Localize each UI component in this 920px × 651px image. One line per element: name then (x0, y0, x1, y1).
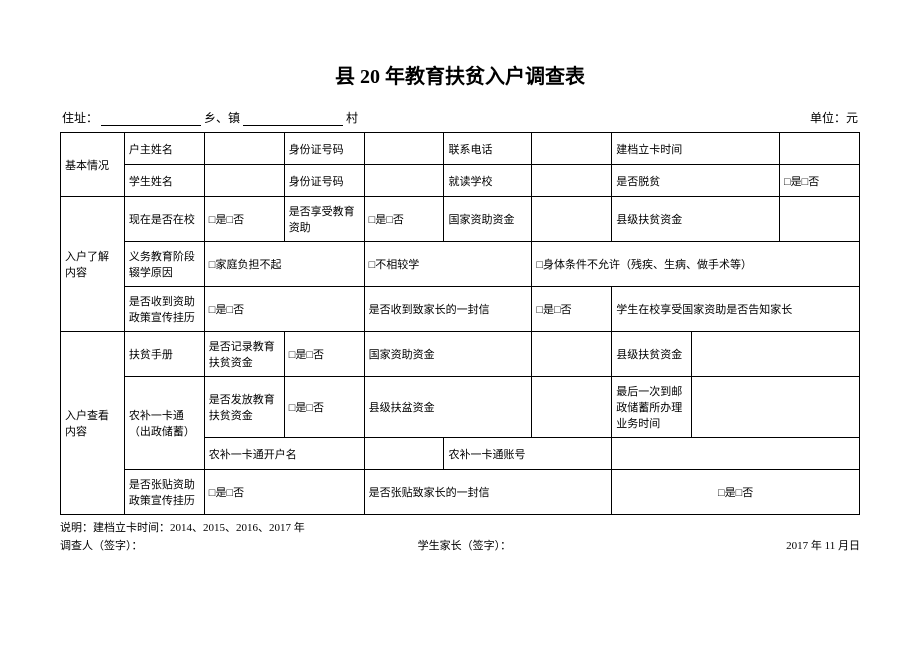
cell: 联系电话 (444, 133, 532, 165)
cell (204, 165, 284, 197)
cell: 农补一卡通开户名 (204, 438, 364, 470)
cell: 是否脱贫 (612, 165, 780, 197)
unit-label: 单位：元 (810, 109, 858, 126)
footer-date: 2017 年 11 月日 (786, 537, 860, 553)
cell: □不相较学 (364, 242, 532, 287)
investigator-sign: 调查人（签字）： (60, 537, 143, 553)
address-block: 住址： 乡、镇 村 (62, 109, 358, 126)
footer-note: 说明：建档立卡时间：2014、2015、2016、2017 年 (60, 519, 860, 535)
table-row: 是否张贴资助政策宣传挂历 □是□否 是否张贴致家长的一封信 □是□否 (61, 470, 860, 515)
cell (532, 133, 612, 165)
cell: 是否张贴资助政策宣传挂历 (124, 470, 204, 515)
cell (532, 332, 612, 377)
cell: 户主姓名 (124, 133, 204, 165)
address-underline-1 (101, 112, 201, 126)
footer: 说明：建档立卡时间：2014、2015、2016、2017 年 调查人（签字）：… (60, 519, 860, 553)
cell: 是否收到资助政策宣传挂历 (124, 287, 204, 332)
cell: □是□否 (532, 287, 612, 332)
table-row: 入户了解内容 现在是否在校 □是□否 是否享受教育资助 □是□否 国家资助资金 … (61, 197, 860, 242)
page-title: 县 20 年教育扶贫入户调查表 (60, 60, 860, 89)
cell (364, 438, 444, 470)
cell (532, 197, 612, 242)
section-check: 入户查看内容 (61, 332, 125, 515)
cell: □是□否 (204, 287, 364, 332)
address-label: 住址： (62, 111, 98, 125)
cell: 最后一次到邮政储蓄所办理业务时间 (612, 377, 692, 438)
survey-table: 基本情况 户主姓名 身份证号码 联系电话 建档立卡时间 学生姓名 身份证号码 就… (60, 132, 860, 515)
parent-sign: 学生家长（签字）： (418, 537, 512, 553)
cell (692, 377, 860, 438)
table-row: 是否收到资助政策宣传挂历 □是□否 是否收到致家长的一封信 □是□否 学生在校享… (61, 287, 860, 332)
table-row: 农补一卡通（出政储蓄） 是否发放教育扶贫资金 □是□否 县级扶盆资金 最后一次到… (61, 377, 860, 438)
cun-label: 村 (346, 111, 358, 125)
cell (364, 133, 444, 165)
cell (364, 165, 444, 197)
cell: 国家资助资金 (364, 332, 532, 377)
cell: 义务教育阶段辍学原因 (124, 242, 204, 287)
cell: 学生姓名 (124, 165, 204, 197)
cell: 建档立卡时间 (612, 133, 780, 165)
cell (532, 377, 612, 438)
cell (780, 133, 860, 165)
cell: 国家资助资金 (444, 197, 532, 242)
table-row: 入户查看内容 扶贫手册 是否记录教育扶贫资金 □是□否 国家资助资金 县级扶贫资… (61, 332, 860, 377)
cell: 现在是否在校 (124, 197, 204, 242)
header-line: 住址： 乡、镇 村 单位：元 (60, 109, 860, 126)
cell: 县级扶贫资金 (612, 332, 692, 377)
section-understand: 入户了解内容 (61, 197, 125, 332)
cell (692, 332, 860, 377)
cell: 是否收到致家长的一封信 (364, 287, 532, 332)
cell: 身份证号码 (284, 133, 364, 165)
cell: 就读学校 (444, 165, 532, 197)
cell (612, 438, 860, 470)
cell: □是□否 (612, 470, 860, 515)
cell: 农补一卡通（出政储蓄） (124, 377, 204, 470)
cell: 学生在校享受国家资助是否告知家长 (612, 287, 860, 332)
table-row: 学生姓名 身份证号码 就读学校 是否脱贫 □是□否 (61, 165, 860, 197)
address-underline-2 (243, 112, 343, 126)
cell: □家庭负担不起 (204, 242, 364, 287)
cell: □是□否 (204, 197, 284, 242)
cell (204, 133, 284, 165)
cell: 是否发放教育扶贫资金 (204, 377, 284, 438)
cell: 是否张贴致家长的一封信 (364, 470, 612, 515)
cell: 县级扶贫资金 (612, 197, 780, 242)
cell: □身体条件不允许（残疾、生病、做手术等） (532, 242, 860, 287)
cell: □是□否 (364, 197, 444, 242)
cell: 是否记录教育扶贫资金 (204, 332, 284, 377)
cell: □是□否 (204, 470, 364, 515)
cell: 身份证号码 (284, 165, 364, 197)
footer-signatures: 调查人（签字）： 学生家长（签字）： 2017 年 11 月日 (60, 537, 860, 553)
cell: □是□否 (284, 377, 364, 438)
cell: 农补一卡通账号 (444, 438, 612, 470)
table-row: 基本情况 户主姓名 身份证号码 联系电话 建档立卡时间 (61, 133, 860, 165)
table-row: 义务教育阶段辍学原因 □家庭负担不起 □不相较学 □身体条件不允许（残疾、生病、… (61, 242, 860, 287)
cell: □是□否 (780, 165, 860, 197)
cell: 是否享受教育资助 (284, 197, 364, 242)
cell (532, 165, 612, 197)
xiang-zhen-label: 乡、镇 (204, 111, 240, 125)
section-basic: 基本情况 (61, 133, 125, 197)
cell: 扶贫手册 (124, 332, 204, 377)
cell: □是□否 (284, 332, 364, 377)
cell (780, 197, 860, 242)
cell: 县级扶盆资金 (364, 377, 532, 438)
